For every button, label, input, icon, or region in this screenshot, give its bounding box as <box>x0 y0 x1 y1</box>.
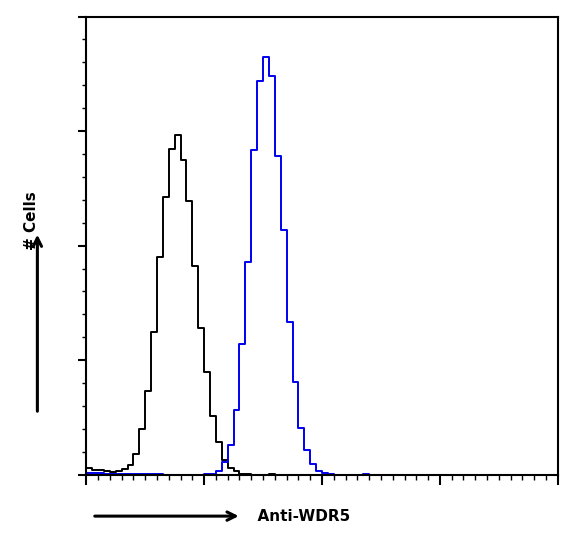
Text: # Cells: # Cells <box>24 192 39 250</box>
Text: Anti-WDR5: Anti-WDR5 <box>247 508 351 524</box>
